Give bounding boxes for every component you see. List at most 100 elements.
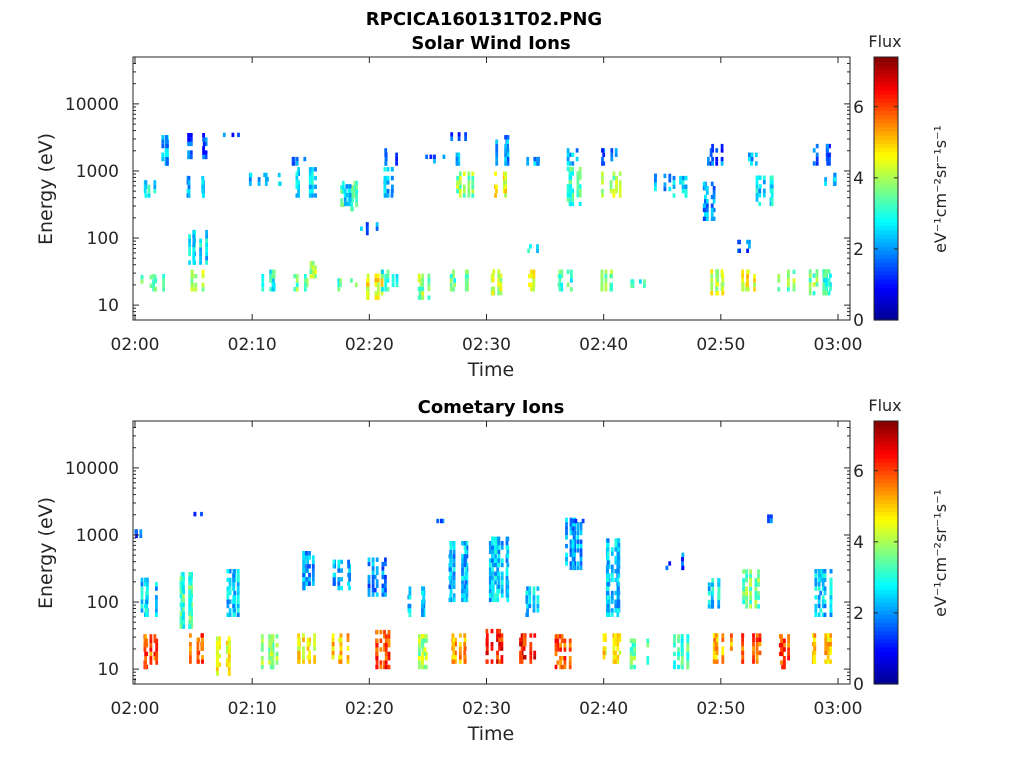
spectrogram-cell	[610, 269, 613, 274]
spectrogram-cell	[570, 287, 573, 292]
spectrogram-cell	[559, 656, 562, 661]
colorbar-segment	[874, 647, 898, 652]
spectrogram-cell	[347, 572, 350, 578]
spectrogram-cell	[630, 283, 634, 288]
spectrogram-cell	[815, 161, 819, 166]
spectrogram-cell	[568, 660, 572, 665]
spectrogram-cell	[522, 642, 526, 647]
spectrogram-cell	[182, 598, 186, 603]
spectrogram-cell	[629, 651, 633, 657]
spectrogram-cell	[748, 244, 751, 249]
spectrogram-cell	[181, 576, 185, 581]
spectrogram-cell	[614, 590, 618, 596]
spectrogram-cell	[721, 273, 725, 278]
spectrogram-cell	[228, 590, 232, 596]
spectrogram-cell	[188, 611, 192, 616]
spectrogram-cell	[187, 180, 191, 185]
spectrogram-cell	[812, 161, 816, 166]
spectrogram-cell	[231, 132, 235, 138]
spectrogram-cell	[614, 547, 618, 552]
spectrogram-cell	[755, 188, 759, 193]
colorbar-segment	[874, 437, 898, 443]
chart-title: Solar Wind Ions	[411, 33, 570, 54]
spectrogram-cell	[717, 591, 721, 596]
spectrogram-cell	[193, 511, 197, 517]
spectrogram-cell	[522, 633, 526, 638]
spectrogram-cell	[408, 612, 412, 617]
spectrogram-cell	[449, 593, 453, 598]
spectrogram-cell	[829, 569, 833, 574]
spectrogram-cell	[153, 180, 157, 185]
spectrogram-cell	[360, 226, 363, 231]
spectrogram-cell	[225, 645, 229, 650]
spectrogram-cell	[375, 643, 379, 648]
spectrogram-cell	[275, 660, 279, 665]
spectrogram-cell	[491, 541, 494, 546]
spectrogram-cell	[497, 277, 501, 283]
spectrogram-cell	[155, 643, 159, 648]
spectrogram-cell	[383, 634, 386, 639]
colorbar-segment	[874, 527, 898, 533]
spectrogram-cell	[456, 184, 459, 189]
spectrogram-cell	[614, 650, 617, 656]
spectrogram-cell	[755, 633, 759, 638]
spectrogram-cell	[829, 612, 833, 617]
spectrogram-cell	[826, 148, 830, 153]
spectrogram-cell	[340, 568, 343, 573]
spectrogram-cell	[717, 582, 721, 587]
colorbar-segment	[874, 159, 898, 165]
spectrogram-cell	[614, 637, 617, 642]
spectrogram-cell	[496, 655, 499, 660]
spectrogram-cell	[571, 548, 575, 553]
spectrogram-cell	[485, 659, 489, 664]
spectrogram-cell	[497, 589, 501, 594]
spectrogram-cell	[145, 577, 149, 583]
spectrogram-cell	[712, 650, 716, 656]
spectrogram-cell	[529, 646, 533, 651]
spectrogram-cell	[563, 656, 567, 661]
spectrogram-cell	[488, 597, 492, 603]
spectrogram-cell	[673, 660, 676, 665]
spectrogram-cell	[716, 282, 720, 287]
spectrogram-cell	[248, 181, 252, 186]
spectrogram-cell	[606, 551, 610, 556]
spectrogram-cell	[196, 659, 200, 664]
spectrogram-cell	[533, 650, 537, 656]
spectrogram-cell	[829, 599, 833, 604]
spectrogram-cell	[453, 278, 456, 283]
spectrogram-cell	[454, 655, 457, 660]
spectrogram-cell	[236, 590, 240, 596]
spectrogram-cell	[721, 291, 725, 296]
spectrogram-cell	[427, 278, 431, 283]
spectrogram-cell	[347, 201, 351, 207]
spectrogram-cell	[556, 634, 560, 639]
spectrogram-cell	[709, 148, 713, 153]
spectrogram-cell	[569, 565, 573, 571]
spectrogram-cell	[418, 291, 422, 296]
spectrogram-cell	[383, 184, 387, 189]
spectrogram-cell	[646, 638, 650, 643]
spectrogram-cell	[665, 565, 669, 571]
spectrogram-cell	[827, 282, 831, 287]
spectrogram-cell	[199, 256, 202, 261]
spectrogram-cell	[179, 615, 183, 621]
spectrogram-cell	[762, 179, 766, 185]
spectrogram-cell	[449, 571, 453, 576]
spectrogram-cell	[297, 184, 300, 189]
spectrogram-cell	[494, 575, 497, 581]
spectrogram-cell	[563, 664, 567, 670]
spectrogram-cell	[672, 184, 676, 189]
spectrogram-cell	[337, 559, 341, 565]
spectrogram-cell	[615, 180, 618, 185]
x-tick-label: 02:10	[228, 699, 277, 719]
spectrogram-cell	[495, 143, 499, 149]
spectrogram-cell	[421, 291, 425, 296]
spectrogram-cell	[488, 558, 492, 563]
colorbar-segment	[874, 523, 898, 529]
colorbar-segment	[874, 143, 898, 149]
spectrogram-cell	[314, 167, 317, 172]
spectrogram-cell	[190, 269, 194, 274]
spectrogram-cell	[817, 577, 821, 583]
spectrogram-cell	[227, 649, 231, 654]
